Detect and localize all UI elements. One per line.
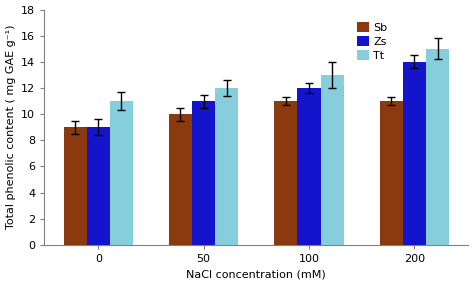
- Bar: [320, 75, 344, 245]
- Legend: Sb, Zs, Tt: Sb, Zs, Tt: [355, 20, 389, 63]
- Bar: [64, 127, 87, 245]
- Bar: [403, 62, 426, 245]
- Bar: [298, 88, 320, 245]
- Bar: [110, 101, 133, 245]
- Bar: [274, 101, 298, 245]
- Bar: [215, 88, 238, 245]
- X-axis label: NaCl concentration (mM): NaCl concentration (mM): [186, 269, 326, 280]
- Bar: [87, 127, 110, 245]
- Bar: [192, 101, 215, 245]
- Bar: [169, 114, 192, 245]
- Y-axis label: Total phenolic content ( mg GAE g⁻¹): Total phenolic content ( mg GAE g⁻¹): [6, 25, 16, 229]
- Bar: [426, 49, 449, 245]
- Bar: [380, 101, 403, 245]
